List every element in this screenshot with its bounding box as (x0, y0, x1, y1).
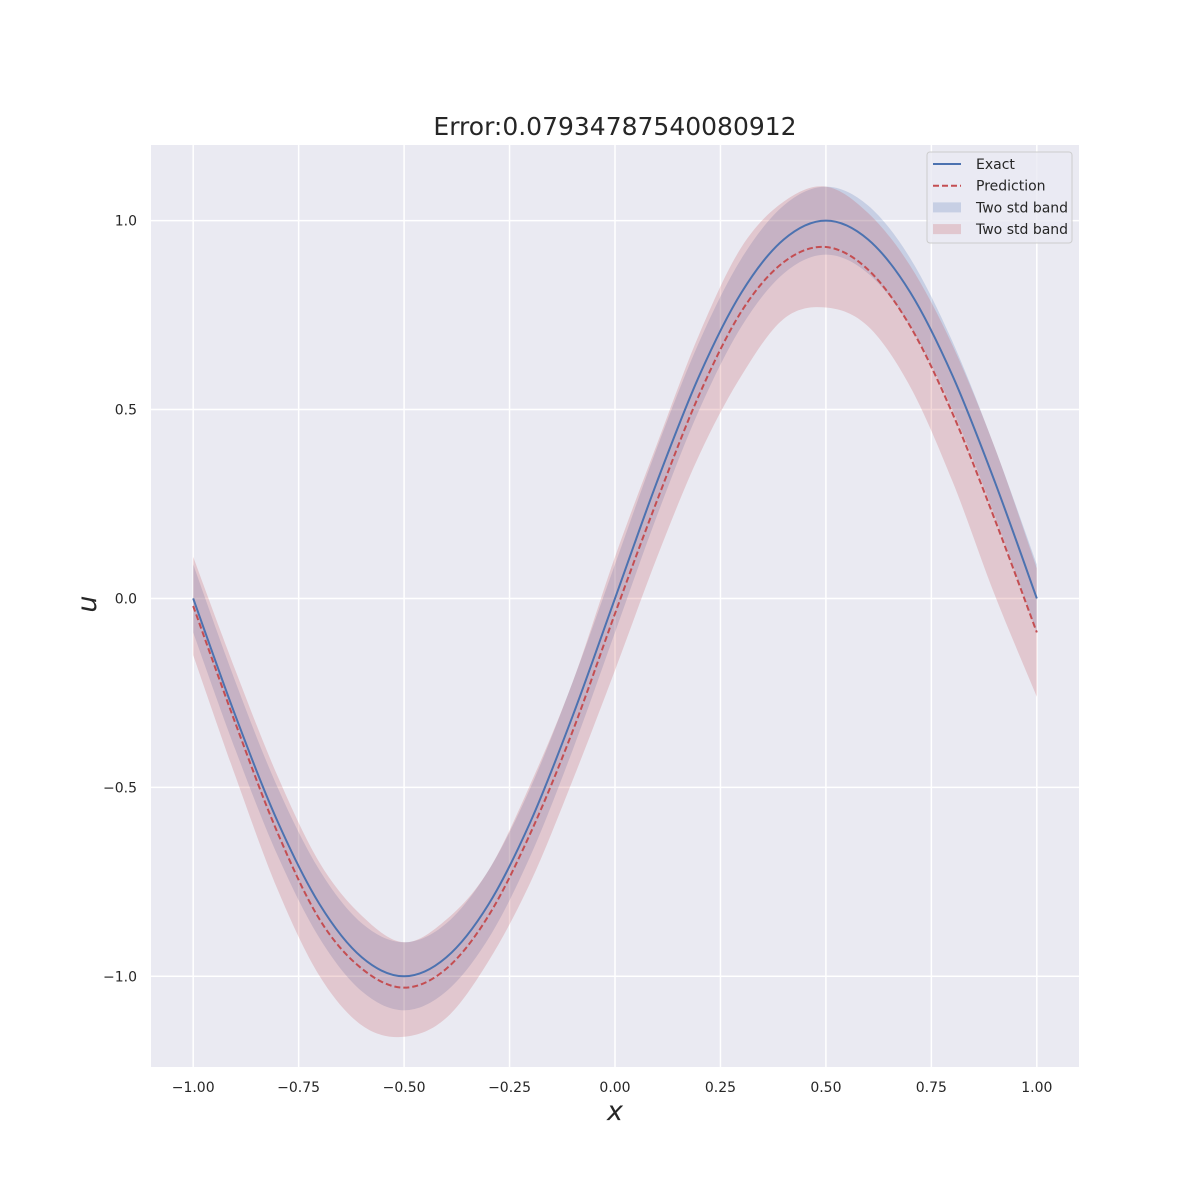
lines (192, 219, 1038, 989)
legend-label: Prediction (976, 179, 1046, 195)
x-tick-label: −0.25 (488, 1080, 531, 1096)
legend-swatch-band (933, 224, 961, 235)
y-tick-label: 0.0 (115, 591, 137, 607)
y-tick-label: −0.5 (103, 780, 137, 796)
x-tick-label: 0.75 (916, 1080, 947, 1096)
prediction-line (192, 245, 1038, 989)
x-tick-label: 0.25 (705, 1080, 736, 1096)
legend: Exact Prediction Two std band Two std band (926, 151, 1073, 244)
y-tick-label: 0.5 (115, 403, 137, 419)
grid (151, 145, 1079, 1067)
x-tick-label: 1.00 (1021, 1080, 1052, 1096)
y-axis-label: u (72, 595, 103, 612)
exact-line (192, 219, 1038, 978)
x-tick-label: 0.50 (810, 1080, 841, 1096)
x-tick-label: −1.00 (172, 1080, 215, 1096)
x-tick-labels: −1.00 −0.75 −0.50 −0.25 0.00 0.25 0.50 0.75 1.00 (172, 1080, 1053, 1096)
y-tick-labels: −1.0 −0.5 0.0 0.5 1.0 (103, 214, 137, 986)
legend-frame (926, 151, 1073, 244)
y-tick-label: −1.0 (103, 969, 137, 985)
x-tick-label: −0.50 (383, 1080, 426, 1096)
x-tick-label: 0.00 (599, 1080, 630, 1096)
y-tick-label: 1.0 (115, 214, 137, 230)
legend-label: Two std band (975, 222, 1068, 238)
legend-label: Two std band (975, 200, 1068, 216)
legend-label: Exact (976, 157, 1015, 173)
x-tick-label: −0.75 (277, 1080, 320, 1096)
chart-title: Error:0.07934787540080912 (433, 112, 796, 141)
legend-swatch-band (933, 202, 961, 213)
x-axis-label: x (606, 1096, 624, 1127)
